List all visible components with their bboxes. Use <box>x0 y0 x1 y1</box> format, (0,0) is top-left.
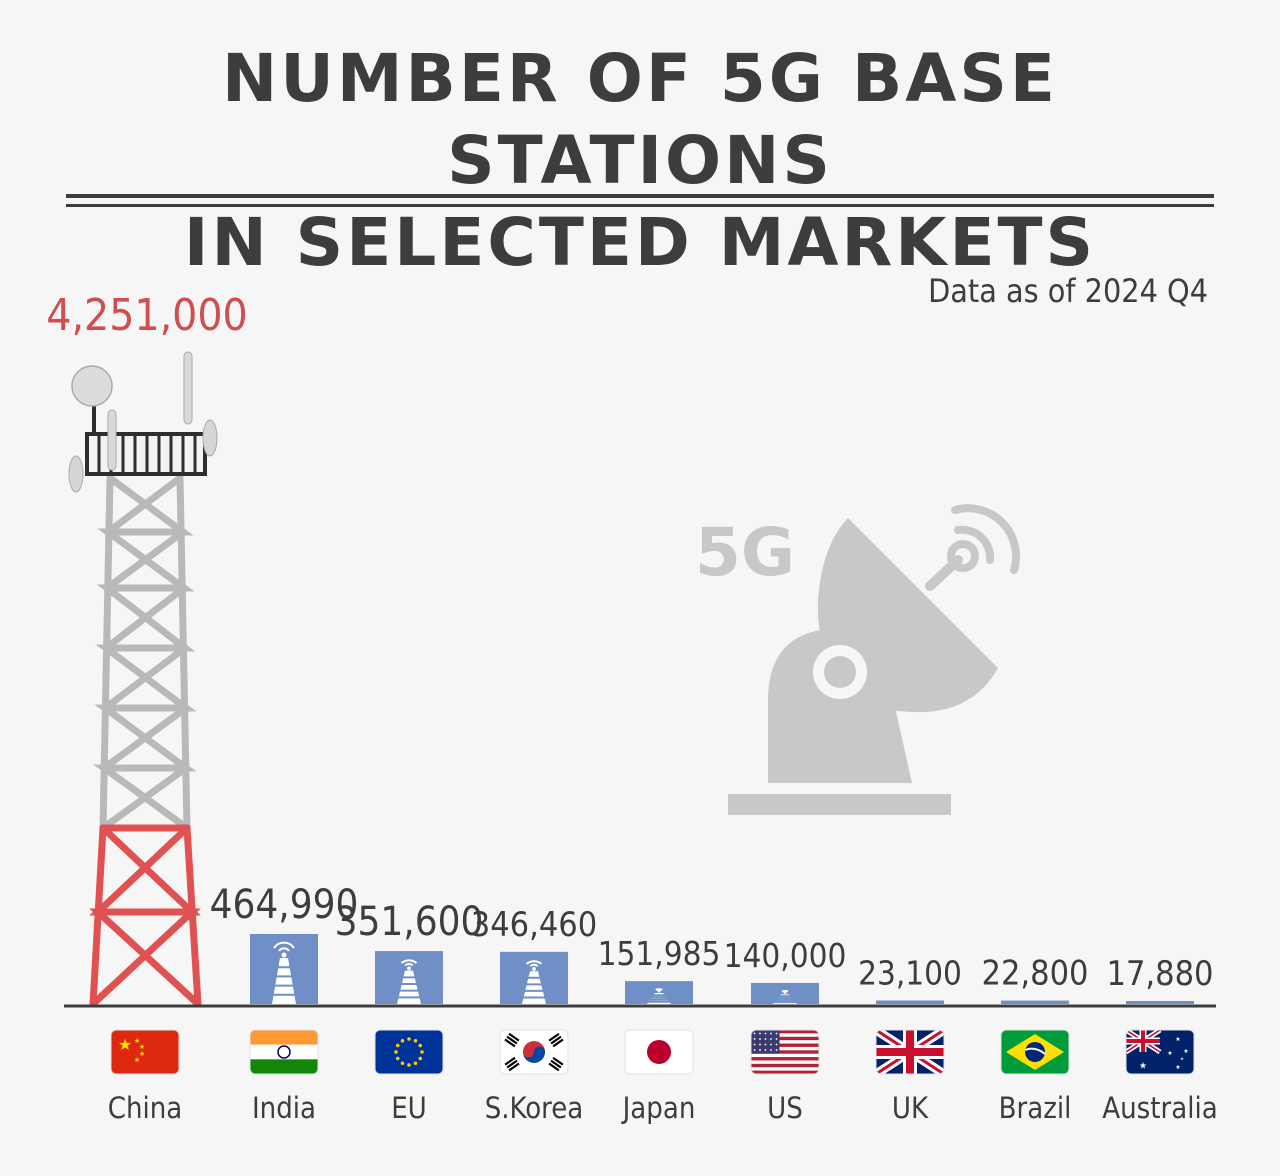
data-date-note: Data as of 2024 Q4 <box>928 272 1208 310</box>
value-label-japan: 151,985 <box>598 934 721 973</box>
svg-text:★: ★ <box>1167 1050 1172 1057</box>
bar-brazil <box>1001 1000 1069 1004</box>
bar-us <box>751 982 819 1004</box>
bar-uk <box>876 1000 944 1004</box>
category-label-brazil: Brazil <box>999 1091 1072 1125</box>
category-labels: China India EU S.Korea Japan US UK Brazil Austra… <box>108 1091 1218 1125</box>
bar-japan <box>625 981 693 1004</box>
mini-tower-icon <box>270 941 298 1004</box>
svg-text:★: ★ <box>118 1035 132 1054</box>
value-label-china: 4,251,000 <box>46 290 247 341</box>
title-line-2: IN SELECTED MARKETS <box>183 204 1097 281</box>
mini-tower-icon <box>771 989 799 1004</box>
japan-flag-icon <box>624 1029 694 1075</box>
svg-text:★: ★ <box>1175 1036 1180 1043</box>
south-korea-flag-icon <box>499 1029 569 1075</box>
brazil-flag-icon <box>1000 1029 1070 1075</box>
category-label-australia: Australia <box>1102 1091 1217 1125</box>
value-label-s-korea: 346,460 <box>471 905 597 945</box>
svg-text:★: ★ <box>139 1050 145 1058</box>
category-label-us: US <box>767 1091 803 1125</box>
svg-text:★: ★ <box>1180 1056 1184 1061</box>
value-label-brazil: 22,800 <box>982 954 1089 994</box>
chart-title: NUMBER OF 5G BASE STATIONS IN SELECTED M… <box>40 38 1240 284</box>
svg-text:★: ★ <box>1175 1064 1180 1071</box>
mini-tower-icon <box>395 959 423 1004</box>
5g-badge: 5G <box>695 514 795 591</box>
svg-text:★: ★ <box>134 1037 140 1045</box>
category-label-s-korea: S.Korea <box>485 1091 584 1125</box>
value-label-us: 140,000 <box>724 936 847 975</box>
title-underline-thin <box>66 204 1214 207</box>
bar-s-korea <box>500 951 568 1004</box>
eu-flag-icon <box>374 1029 444 1075</box>
category-label-uk: UK <box>892 1091 929 1125</box>
value-label-india: 464,990 <box>210 882 359 928</box>
value-label-eu: 351,600 <box>335 899 484 945</box>
cell-tower-icon <box>68 351 218 1008</box>
category-label-eu: EU <box>391 1091 427 1125</box>
mini-tower-icon <box>520 960 548 1004</box>
flag-row: ★ ★★★★★★★ ★★★ <box>110 1029 1195 1075</box>
china-flag-icon: ★ ★★★★ <box>110 1029 180 1075</box>
title-underline-thick <box>66 194 1214 198</box>
australia-flag-icon: ★★★ ★★★ <box>1125 1029 1195 1075</box>
svg-text:★: ★ <box>1139 1062 1147 1072</box>
bar-india <box>250 934 318 1004</box>
value-label-uk: 23,100 <box>858 954 962 993</box>
mini-tower-icon <box>645 988 673 1004</box>
svg-text:★: ★ <box>139 1043 145 1051</box>
bar-group <box>250 934 1194 1004</box>
satellite-dish-icon <box>728 504 1020 815</box>
india-flag-icon <box>249 1029 319 1075</box>
bar-eu <box>375 951 443 1004</box>
category-label-india: India <box>252 1091 316 1125</box>
category-label-japan: Japan <box>621 1091 696 1125</box>
bar-australia <box>1126 1001 1194 1004</box>
category-label-china: China <box>108 1091 183 1125</box>
svg-text:★: ★ <box>1183 1048 1188 1055</box>
title-line-1: NUMBER OF 5G BASE STATIONS <box>222 40 1058 199</box>
us-flag-icon <box>750 1029 820 1075</box>
svg-text:★: ★ <box>134 1056 140 1064</box>
value-label-australia: 17,880 <box>1107 954 1214 994</box>
uk-flag-icon <box>875 1029 945 1075</box>
